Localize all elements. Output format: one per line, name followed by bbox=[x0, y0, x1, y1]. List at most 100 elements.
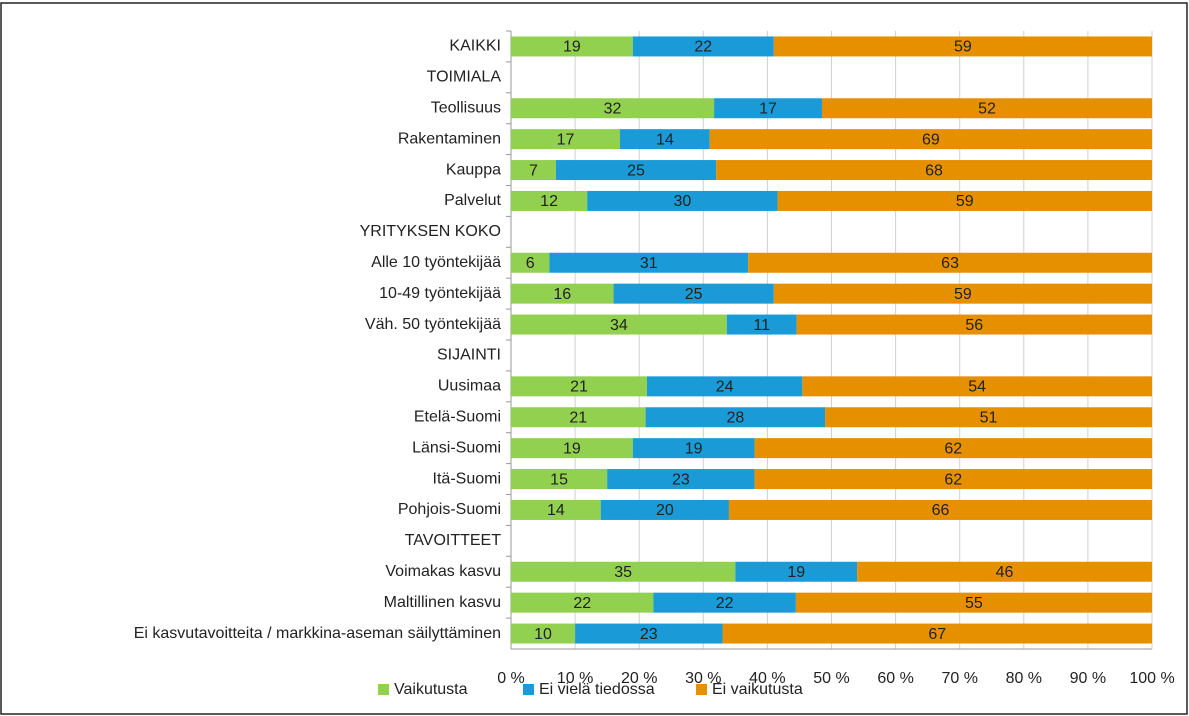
y-tick-label: 10-49 työntekijää bbox=[379, 285, 501, 302]
bar-segment bbox=[511, 252, 550, 273]
legend-swatch bbox=[378, 684, 389, 695]
bar-segment bbox=[825, 407, 1152, 428]
x-tick-label: 60 % bbox=[877, 670, 913, 687]
y-tick-label: Alle 10 työntekijää bbox=[371, 254, 501, 271]
data-label: 30 bbox=[673, 193, 691, 210]
data-label: 17 bbox=[759, 100, 777, 117]
legend-swatch bbox=[523, 684, 534, 695]
bar-segment bbox=[511, 129, 620, 150]
y-tick-label: Palvelut bbox=[444, 192, 501, 209]
y-tick-label: Uusimaa bbox=[438, 378, 501, 395]
bar-segment bbox=[511, 469, 608, 490]
x-tick-label: 50 % bbox=[813, 670, 849, 687]
bar-segment bbox=[511, 36, 633, 57]
data-label: 7 bbox=[529, 162, 538, 179]
bar-segment bbox=[795, 592, 1152, 613]
bar-segment bbox=[511, 98, 715, 119]
data-label: 10 bbox=[534, 626, 552, 643]
data-label: 22 bbox=[573, 595, 591, 612]
data-label: 62 bbox=[944, 440, 962, 457]
data-label: 59 bbox=[956, 193, 974, 210]
x-tick-label: 90 % bbox=[1070, 670, 1106, 687]
data-label: 19 bbox=[787, 564, 805, 581]
data-label: 23 bbox=[640, 626, 658, 643]
data-label: 66 bbox=[932, 502, 950, 519]
data-label: 14 bbox=[656, 131, 674, 148]
bar-segment bbox=[632, 36, 774, 57]
bar-segment bbox=[748, 252, 1152, 273]
y-tick-label: TAVOITTEET bbox=[405, 532, 502, 549]
data-label: 67 bbox=[928, 626, 946, 643]
bar-segment bbox=[511, 376, 647, 397]
data-label: 22 bbox=[716, 595, 734, 612]
bar-segment bbox=[511, 314, 727, 335]
bar-segment bbox=[511, 592, 654, 613]
x-tick-label: 100 % bbox=[1129, 670, 1174, 687]
bar-segment bbox=[613, 283, 774, 304]
x-tick-label: 0 % bbox=[497, 670, 525, 687]
data-label: 6 bbox=[526, 255, 535, 272]
y-tick-label: KAIKKI bbox=[449, 38, 501, 55]
bar-segment bbox=[796, 314, 1152, 335]
bar-segment bbox=[619, 129, 710, 150]
legend-label: Ei vielä tiedossa bbox=[539, 681, 655, 698]
bar-segment bbox=[722, 623, 1152, 644]
bar-segment bbox=[511, 190, 588, 211]
y-tick-label: Itä-Suomi bbox=[433, 470, 501, 487]
bar-segment bbox=[511, 407, 646, 428]
bar-segment bbox=[777, 190, 1152, 211]
data-label: 19 bbox=[563, 39, 581, 56]
bar-segment bbox=[632, 438, 755, 459]
data-label: 35 bbox=[614, 564, 632, 581]
bar-segment bbox=[726, 314, 797, 335]
bar-segment bbox=[773, 36, 1152, 57]
y-tick-label: Pohjois-Suomi bbox=[398, 501, 501, 518]
data-label: 20 bbox=[656, 502, 674, 519]
data-label: 21 bbox=[570, 379, 588, 396]
bar-segment bbox=[857, 561, 1152, 582]
data-label: 63 bbox=[941, 255, 959, 272]
y-tick-label: Länsi-Suomi bbox=[412, 439, 501, 456]
x-tick-label: 40 % bbox=[749, 670, 785, 687]
legend-label: Ei vaikutusta bbox=[712, 681, 803, 698]
data-label: 62 bbox=[944, 471, 962, 488]
data-label: 52 bbox=[978, 100, 996, 117]
data-label: 21 bbox=[569, 409, 587, 426]
data-label: 22 bbox=[694, 39, 712, 56]
data-label: 28 bbox=[726, 409, 744, 426]
bar-segment bbox=[716, 160, 1152, 181]
data-label: 31 bbox=[640, 255, 658, 272]
data-label: 14 bbox=[547, 502, 565, 519]
x-tick-label: 80 % bbox=[1006, 670, 1042, 687]
y-tick-label: Voimakas kasvu bbox=[385, 563, 501, 580]
data-label: 34 bbox=[610, 317, 628, 334]
bar-segment bbox=[802, 376, 1152, 397]
data-label: 15 bbox=[550, 471, 568, 488]
bar-segment bbox=[587, 190, 778, 211]
data-label: 46 bbox=[996, 564, 1014, 581]
bar-segment bbox=[754, 469, 1152, 490]
y-tick-label: TOIMIALA bbox=[427, 69, 502, 86]
data-label: 54 bbox=[968, 379, 986, 396]
bar-segment bbox=[511, 283, 614, 304]
data-label: 12 bbox=[540, 193, 558, 210]
data-label: 25 bbox=[685, 286, 703, 303]
data-label: 24 bbox=[716, 379, 734, 396]
y-tick-label: Teollisuus bbox=[431, 99, 501, 116]
data-label: 19 bbox=[685, 440, 703, 457]
bar-segment bbox=[735, 561, 858, 582]
bar-segment bbox=[645, 407, 826, 428]
data-label: 51 bbox=[980, 409, 998, 426]
y-tick-label: Ei kasvutavoitteita / markkina-aseman sä… bbox=[134, 625, 501, 642]
bar-segment bbox=[511, 561, 736, 582]
y-tick-label: Etelä-Suomi bbox=[414, 408, 501, 425]
data-label: 16 bbox=[553, 286, 571, 303]
bar-segment bbox=[511, 160, 556, 181]
bar-segment bbox=[600, 499, 729, 520]
x-tick-label: 30 % bbox=[685, 670, 721, 687]
data-label: 19 bbox=[563, 440, 581, 457]
legend-swatch bbox=[696, 684, 707, 695]
data-label: 59 bbox=[954, 39, 972, 56]
x-tick-label: 20 % bbox=[621, 670, 657, 687]
